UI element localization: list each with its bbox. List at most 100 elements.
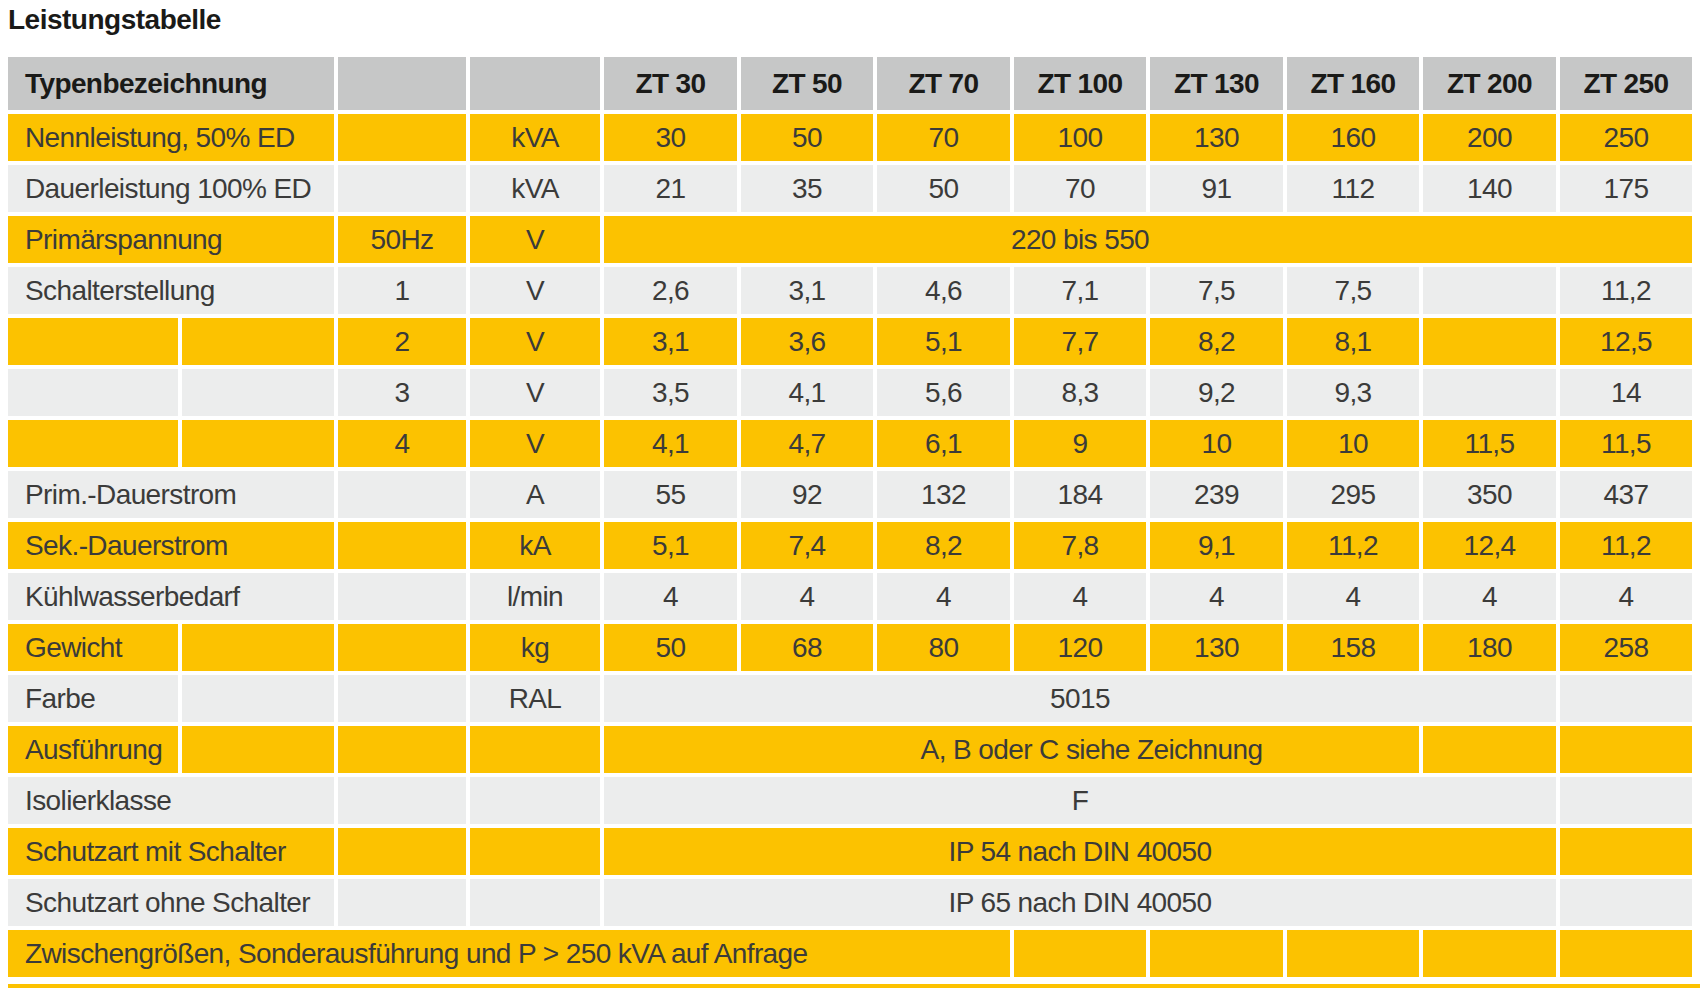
row-schalterstellung-3: 3V3,54,15,68,39,29,314 <box>8 369 1692 416</box>
row-schalterstellung-1-cell-2: V <box>470 267 600 314</box>
row-prim-dauerstrom-cell-0: Prim.-Dauerstrom <box>8 471 334 518</box>
row-dauerleistung-cell-2: kVA <box>470 165 600 212</box>
row-schalterstellung-1: Schalterstellung1V2,63,14,67,17,57,511,2 <box>8 267 1692 314</box>
row-schalterstellung-4-cell-2: 4 <box>338 420 466 467</box>
row-gewicht-cell-1 <box>182 624 334 671</box>
row-dauerleistung-cell-0: Dauerleistung 100% ED <box>8 165 334 212</box>
row-schalterstellung-4-cell-11: 11,5 <box>1560 420 1692 467</box>
row-schalterstellung-2-cell-4: 3,1 <box>604 318 737 365</box>
row-kuehlwasserbedarf-cell-9: 4 <box>1423 573 1556 620</box>
row-gewicht-cell-0: Gewicht <box>8 624 178 671</box>
row-farbe-cell-3: RAL <box>470 675 600 722</box>
row-prim-dauerstrom-cell-4: 92 <box>741 471 873 518</box>
row-nennleistung-cell-8: 160 <box>1287 114 1419 161</box>
row-schalterstellung-3-cell-11: 14 <box>1560 369 1692 416</box>
row-nennleistung-cell-10: 250 <box>1560 114 1692 161</box>
row-gewicht-cell-2 <box>338 624 466 671</box>
row-sek-dauerstrom-cell-9: 12,4 <box>1423 522 1556 569</box>
row-schalterstellung-4-cell-5: 4,7 <box>741 420 873 467</box>
row-nennleistung-cell-6: 100 <box>1014 114 1146 161</box>
row-prim-dauerstrom-cell-9: 350 <box>1423 471 1556 518</box>
header-row-cell-6: ZT 100 <box>1014 57 1146 110</box>
row-kuehlwasserbedarf-cell-10: 4 <box>1560 573 1692 620</box>
row-schalterstellung-4-cell-4: 4,1 <box>604 420 737 467</box>
row-isolierklasse-cell-2 <box>470 777 600 824</box>
row-kuehlwasserbedarf-cell-8: 4 <box>1287 573 1419 620</box>
row-schutzart-ohne-schalter-cell-1 <box>338 879 466 926</box>
row-sek-dauerstrom-cell-1 <box>338 522 466 569</box>
row-schalterstellung-2-cell-7: 7,7 <box>1014 318 1146 365</box>
row-kuehlwasserbedarf: Kühlwasserbedarfl/min44444444 <box>8 573 1692 620</box>
row-kuehlwasserbedarf-cell-5: 4 <box>877 573 1010 620</box>
header-row-cell-4: ZT 50 <box>741 57 873 110</box>
row-sek-dauerstrom-cell-3: 5,1 <box>604 522 737 569</box>
row-schalterstellung-4-cell-7: 9 <box>1014 420 1146 467</box>
row-nennleistung-cell-5: 70 <box>877 114 1010 161</box>
row-farbe-cell-1 <box>182 675 334 722</box>
row-schalterstellung-3-cell-6: 5,6 <box>877 369 1010 416</box>
row-farbe-cell-5 <box>1560 675 1692 722</box>
row-prim-dauerstrom-cell-10: 437 <box>1560 471 1692 518</box>
row-schalterstellung-1-cell-10: 11,2 <box>1560 267 1692 314</box>
row-schalterstellung-4: 4V4,14,76,19101011,511,5 <box>8 420 1692 467</box>
row-schalterstellung-4-cell-10: 11,5 <box>1423 420 1556 467</box>
row-sek-dauerstrom-cell-0: Sek.-Dauerstrom <box>8 522 334 569</box>
row-schalterstellung-3-cell-2: 3 <box>338 369 466 416</box>
row-schalterstellung-1-cell-6: 7,1 <box>1014 267 1146 314</box>
row-schalterstellung-2: 2V3,13,65,17,78,28,112,5 <box>8 318 1692 365</box>
row-schutzart-ohne-schalter: Schutzart ohne SchalterIP 65 nach DIN 40… <box>8 879 1692 926</box>
row-schutzart-mit-schalter-cell-4 <box>1560 828 1692 875</box>
footer-accent-bar <box>8 984 1700 988</box>
row-nennleistung-cell-3: 30 <box>604 114 737 161</box>
row-ausfuehrung-cell-2 <box>338 726 466 773</box>
row-schalterstellung-2-cell-8: 8,2 <box>1150 318 1283 365</box>
row-schalterstellung-3-cell-9: 9,3 <box>1287 369 1419 416</box>
row-schalterstellung-3-cell-1 <box>182 369 334 416</box>
row-prim-dauerstrom-cell-1 <box>338 471 466 518</box>
row-schalterstellung-2-cell-10 <box>1423 318 1556 365</box>
row-farbe-cell-2 <box>338 675 466 722</box>
row-prim-dauerstrom-cell-8: 295 <box>1287 471 1419 518</box>
row-zwischengroessen-hinweis-cell-2 <box>1150 930 1283 977</box>
row-schalterstellung-4-cell-9: 10 <box>1287 420 1419 467</box>
row-sek-dauerstrom-cell-2: kA <box>470 522 600 569</box>
row-nennleistung-cell-7: 130 <box>1150 114 1283 161</box>
row-dauerleistung-cell-8: 112 <box>1287 165 1419 212</box>
row-schutzart-ohne-schalter-cell-0: Schutzart ohne Schalter <box>8 879 334 926</box>
row-dauerleistung-cell-5: 50 <box>877 165 1010 212</box>
row-farbe-cell-4: 5015 <box>604 675 1556 722</box>
header-row-cell-10: ZT 250 <box>1560 57 1692 110</box>
row-prim-dauerstrom-cell-7: 239 <box>1150 471 1283 518</box>
row-ausfuehrung-cell-5 <box>1423 726 1556 773</box>
row-sek-dauerstrom-cell-5: 8,2 <box>877 522 1010 569</box>
header-row-cell-3: ZT 30 <box>604 57 737 110</box>
header-row-cell-8: ZT 160 <box>1287 57 1419 110</box>
row-primaerspannung-cell-1: 50Hz <box>338 216 466 263</box>
row-schalterstellung-1-cell-0: Schalterstellung <box>8 267 334 314</box>
row-schalterstellung-4-cell-0 <box>8 420 178 467</box>
row-farbe-cell-0: Farbe <box>8 675 178 722</box>
row-schutzart-mit-schalter-cell-0: Schutzart mit Schalter <box>8 828 334 875</box>
row-zwischengroessen-hinweis-cell-0: Zwischengrößen, Sonderausführung und P >… <box>8 930 1010 977</box>
row-gewicht-cell-6: 80 <box>877 624 1010 671</box>
row-schalterstellung-2-cell-2: 2 <box>338 318 466 365</box>
row-prim-dauerstrom-cell-2: A <box>470 471 600 518</box>
row-isolierklasse-cell-3: F <box>604 777 1556 824</box>
row-dauerleistung-cell-10: 175 <box>1560 165 1692 212</box>
row-ausfuehrung-cell-6 <box>1560 726 1692 773</box>
row-farbe: Farbe RAL5015 <box>8 675 1692 722</box>
row-schalterstellung-1-cell-8: 7,5 <box>1287 267 1419 314</box>
row-kuehlwasserbedarf-cell-0: Kühlwasserbedarf <box>8 573 334 620</box>
row-schalterstellung-3-cell-3: V <box>470 369 600 416</box>
row-zwischengroessen-hinweis-cell-5 <box>1560 930 1692 977</box>
row-dauerleistung: Dauerleistung 100% EDkVA2135507091112140… <box>8 165 1692 212</box>
row-dauerleistung-cell-3: 21 <box>604 165 737 212</box>
row-nennleistung-cell-9: 200 <box>1423 114 1556 161</box>
row-nennleistung-cell-4: 50 <box>741 114 873 161</box>
row-sek-dauerstrom-cell-8: 11,2 <box>1287 522 1419 569</box>
row-schutzart-mit-schalter: Schutzart mit SchalterIP 54 nach DIN 400… <box>8 828 1692 875</box>
row-ausfuehrung-cell-0: Ausführung <box>8 726 178 773</box>
row-schutzart-mit-schalter-cell-2 <box>470 828 600 875</box>
row-kuehlwasserbedarf-cell-7: 4 <box>1150 573 1283 620</box>
spec-table: TypenbezeichnungZT 30ZT 50ZT 70ZT 100ZT … <box>4 53 1696 981</box>
